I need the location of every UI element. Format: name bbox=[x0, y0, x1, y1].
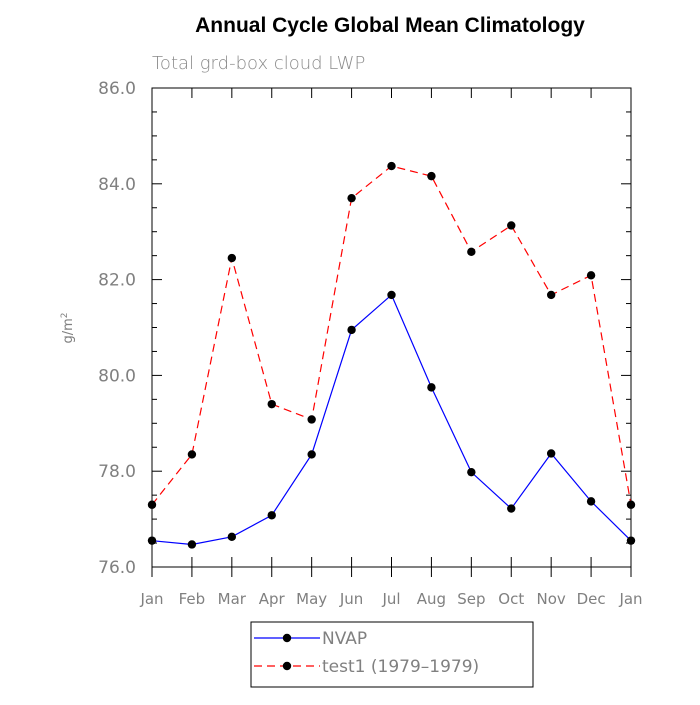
x-tick-label: Aug bbox=[417, 590, 446, 608]
data-point-test1 bbox=[347, 193, 356, 203]
data-point-test1 bbox=[507, 221, 516, 230]
data-point-nvap bbox=[227, 532, 237, 542]
x-tick-label: Oct bbox=[498, 590, 524, 608]
x-tick-label: Dec bbox=[577, 590, 606, 608]
series-line-nvap bbox=[151, 293, 632, 546]
legend-label-nvap: NVAP bbox=[322, 629, 367, 649]
data-point-nvap bbox=[387, 290, 396, 300]
legend-box bbox=[250, 621, 534, 688]
data-point-nvap bbox=[427, 383, 436, 392]
data-point-test1 bbox=[387, 161, 396, 171]
data-point-nvap bbox=[307, 450, 316, 459]
y-axis-label: g/m2 bbox=[60, 312, 76, 343]
x-tick-label: Nov bbox=[537, 590, 566, 608]
data-point-nvap bbox=[467, 467, 476, 477]
x-tick-label: Jun bbox=[339, 590, 363, 608]
x-tick-labels: Jan Feb Mar Apr May Jun Jul Aug Sep Oct Nov Dec Jan bbox=[139, 590, 642, 608]
data-point-nvap bbox=[267, 511, 276, 520]
data-point-test1 bbox=[546, 290, 556, 300]
chart-title: Annual Cycle Global Mean Climatology bbox=[195, 14, 585, 37]
y-tick-label: 80.0 bbox=[98, 366, 136, 386]
data-point-test1 bbox=[586, 271, 596, 280]
data-point-nvap bbox=[507, 504, 516, 513]
data-point-nvap bbox=[586, 497, 596, 506]
x-tick-label: May bbox=[296, 590, 327, 608]
x-tick-label: Feb bbox=[179, 590, 206, 608]
y-axis-label-unit: g/m bbox=[61, 318, 76, 343]
data-point-test1 bbox=[267, 399, 276, 409]
legend: NVAP test1 (1979–1979) bbox=[250, 621, 534, 688]
y-tick-label: 76.0 bbox=[98, 558, 136, 578]
y-tick-label: 82.0 bbox=[98, 271, 136, 291]
data-point-nvap bbox=[546, 449, 556, 458]
series-test1 bbox=[147, 161, 636, 509]
x-tick-label: Jan bbox=[618, 590, 642, 608]
legend-label-test1: test1 (1979–1979) bbox=[322, 657, 479, 677]
plot-frame bbox=[151, 87, 632, 568]
x-tick-label: Sep bbox=[457, 590, 485, 608]
data-point-nvap bbox=[347, 325, 356, 335]
y-tick-labels: 76.0 78.0 80.0 82.0 84.0 86.0 bbox=[98, 79, 136, 578]
data-point-test1 bbox=[227, 253, 237, 263]
data-point-nvap bbox=[187, 540, 197, 549]
data-point-nvap bbox=[147, 536, 157, 545]
x-tick-label: Jul bbox=[381, 590, 400, 608]
data-point-test1 bbox=[187, 450, 197, 459]
chart-subtitle: Total grd-box cloud LWP bbox=[152, 53, 365, 74]
legend-marker-test1 bbox=[282, 661, 292, 671]
y-tick-label: 86.0 bbox=[98, 79, 136, 99]
x-tick-label: Apr bbox=[259, 590, 286, 608]
data-point-test1 bbox=[307, 415, 316, 424]
y-tick-label: 84.0 bbox=[98, 175, 136, 195]
x-tick-label: Jan bbox=[139, 590, 163, 608]
series-nvap bbox=[147, 290, 636, 549]
data-point-test1 bbox=[467, 247, 476, 257]
x-tick-label: Mar bbox=[218, 590, 247, 608]
y-tick-label: 78.0 bbox=[98, 462, 136, 482]
data-point-test1 bbox=[147, 500, 157, 509]
axis-ticks bbox=[151, 87, 632, 577]
data-point-test1 bbox=[626, 500, 636, 509]
data-point-test1 bbox=[427, 171, 436, 181]
series-layer bbox=[147, 161, 636, 549]
legend-marker-nvap bbox=[282, 633, 292, 643]
y-axis-label-exponent: 2 bbox=[60, 312, 70, 318]
data-point-nvap bbox=[626, 536, 636, 545]
series-line-test1 bbox=[151, 165, 632, 506]
